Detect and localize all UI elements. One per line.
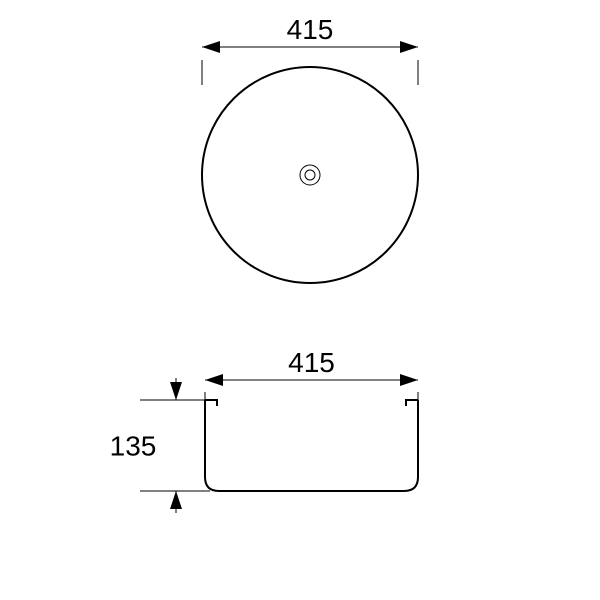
side-height-label: 135	[110, 431, 157, 462]
side-view	[140, 378, 418, 513]
top-width-label: 415	[287, 14, 334, 45]
side-width-label: 415	[288, 347, 335, 378]
technical-drawing: 415 415 135	[0, 0, 600, 600]
drain-outer	[300, 165, 320, 185]
basin-outline	[205, 400, 418, 491]
basin-outer-circle	[202, 67, 418, 283]
drain-inner	[305, 170, 315, 180]
rim-right	[406, 400, 418, 406]
top-view	[202, 47, 418, 283]
rim-left	[205, 400, 217, 406]
